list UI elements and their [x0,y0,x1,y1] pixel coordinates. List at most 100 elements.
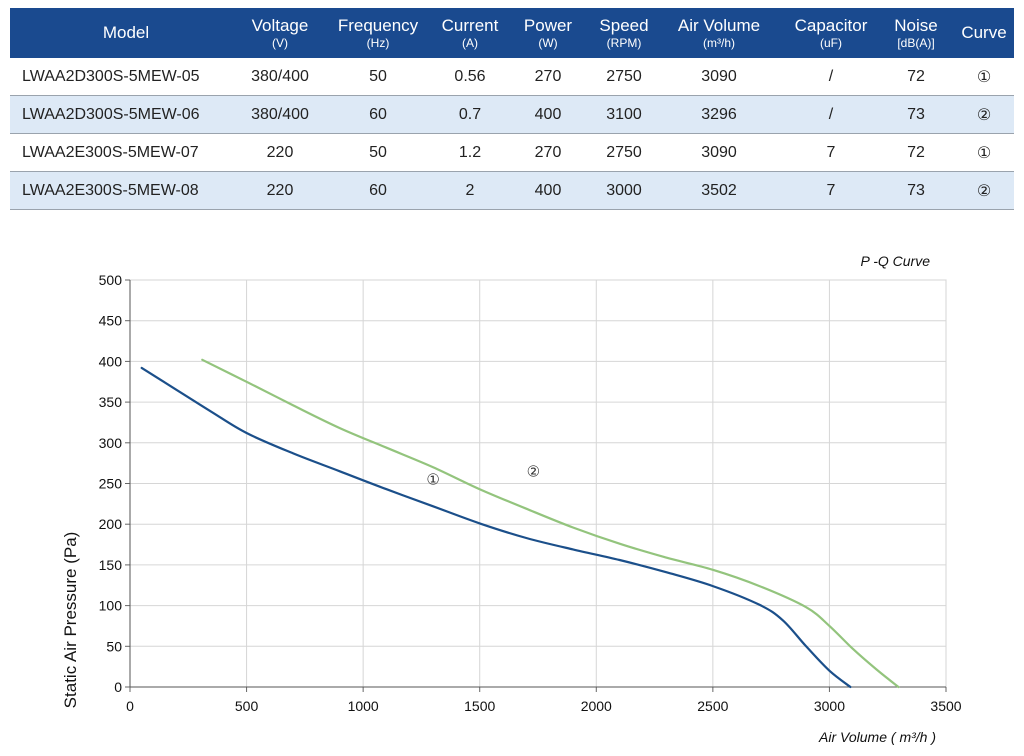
table-cell: 60 [318,171,438,210]
header-cell: Frequency (Hz) [318,8,438,58]
header-unit: (W) [538,35,558,50]
chart-ticks: 0 50 100 150 200 250 300 350 400 450 500 0 500 1000 15… [99,272,962,714]
table-cell: 60 [318,95,438,134]
header-row: Model Voltage (V) Frequency (Hz) Current (A) Po… [10,8,1014,58]
x-tick-label: 2000 [581,698,612,714]
table-cell: 1.2 [438,133,502,172]
y-tick-label: 350 [99,394,123,410]
header-cell: Speed (RPM) [594,8,654,58]
header-label: Current [441,15,499,35]
table-cell: 270 [502,133,594,172]
curve-cell: ② [954,95,1014,134]
header-cell: Current (A) [438,8,502,58]
table-cell: 3100 [594,95,654,134]
header-cell: Voltage (V) [242,8,318,58]
header-cell: Power (W) [502,8,594,58]
table-cell: 3296 [654,95,784,134]
model-cell: LWAA2D300S-5MEW-05 [10,58,242,96]
header-label: Frequency [337,15,419,35]
table-cell: 220 [242,171,318,210]
curve-label-2: ② [527,462,540,480]
y-tick-label: 100 [99,598,123,614]
header-cell: Air Volume (m³/h) [654,8,784,58]
y-tick-label: 250 [99,476,123,492]
table-cell: 400 [502,95,594,134]
header-label: Capacitor [794,15,868,35]
y-tick-label: 450 [99,313,123,329]
table-cell: 73 [878,95,954,134]
header-unit: (RPM) [606,35,642,50]
table-row: LWAA2E300S-5MEW-07 220 50 1.2 270 2750 3090 7 72… [10,133,1014,172]
table-cell: 0.56 [438,58,502,96]
table-cell: 3000 [594,171,654,210]
header-unit: [dB(A)] [897,35,935,50]
y-tick-label: 200 [99,516,123,532]
header-cell: Noise [dB(A)] [878,8,954,58]
table-cell: 50 [318,58,438,96]
table-cell: 72 [878,58,954,96]
table-row: LWAA2E300S-5MEW-08 220 60 2 400 3000 3502 7 73 ② [10,171,1014,210]
series-line-1 [140,366,852,689]
header-unit: (Hz) [366,35,390,50]
table-cell: 2750 [594,133,654,172]
table-cell: / [784,58,878,96]
table-cell: 3090 [654,133,784,172]
x-tick-label: 3500 [930,698,961,714]
x-axis-label: Air Volume ( m³/h ) [818,729,936,745]
table-cell: 50 [318,133,438,172]
x-tick-label: 500 [235,698,259,714]
table-cell: 3090 [654,58,784,96]
header-label: Curve [961,23,1007,43]
table-cell: 73 [878,171,954,210]
header-unit: (uF) [820,35,842,50]
table-cell: 380/400 [242,95,318,134]
header-label: Power [523,15,573,35]
table-cell: 7 [784,171,878,210]
spec-table: Model Voltage (V) Frequency (Hz) Current (A) Po… [10,8,1014,210]
table-cell: 7 [784,133,878,172]
model-cell: LWAA2E300S-5MEW-08 [10,171,242,210]
x-tick-label: 2500 [697,698,728,714]
y-tick-label: 400 [99,353,123,369]
curve-label-1: ① [426,470,439,488]
y-tick-label: 300 [99,435,123,451]
chart-grid [129,279,947,688]
table-cell: 3502 [654,171,784,210]
x-tick-label: 1500 [464,698,495,714]
header-label: Model [102,23,150,43]
x-tick-label: 3000 [814,698,845,714]
curve-cell: ① [954,58,1014,96]
table-cell: 0.7 [438,95,502,134]
header-cell: Capacitor (uF) [784,8,878,58]
y-axis-label: Static Air Pressure (Pa) [61,532,80,709]
header-unit: (A) [462,35,478,50]
header-unit: (m³/h) [703,35,735,50]
table-row: LWAA2D300S-5MEW-06 380/400 60 0.7 400 3100 329… [10,95,1014,134]
y-tick-label: 500 [99,272,123,288]
series-line-2 [201,358,900,689]
model-cell: LWAA2E300S-5MEW-07 [10,133,242,172]
table-cell: / [784,95,878,134]
table-cell: 270 [502,58,594,96]
table-body: LWAA2D300S-5MEW-05 380/400 50 0.56 270 2750 30… [10,58,1014,210]
header-label: Voltage [251,15,309,35]
table-cell: 2750 [594,58,654,96]
x-tick-label: 0 [126,698,134,714]
table-cell: 220 [242,133,318,172]
table-row: LWAA2D300S-5MEW-05 380/400 50 0.56 270 2750 30… [10,58,1014,96]
curve-cell: ① [954,133,1014,172]
table-cell: 2 [438,171,502,210]
chart-series [140,358,900,689]
table-header: Model Voltage (V) Frequency (Hz) Current (A) Po… [10,8,1014,58]
curve-cell: ② [954,171,1014,210]
y-tick-label: 50 [106,638,122,654]
y-tick-label: 0 [114,679,122,695]
table-cell: 380/400 [242,58,318,96]
header-label: Speed [599,15,649,35]
header-label: Air Volume [677,15,761,35]
header-label: Noise [894,15,938,35]
chart-title: P -Q Curve [861,253,931,269]
x-tick-label: 1000 [348,698,379,714]
model-cell: LWAA2D300S-5MEW-06 [10,95,242,134]
